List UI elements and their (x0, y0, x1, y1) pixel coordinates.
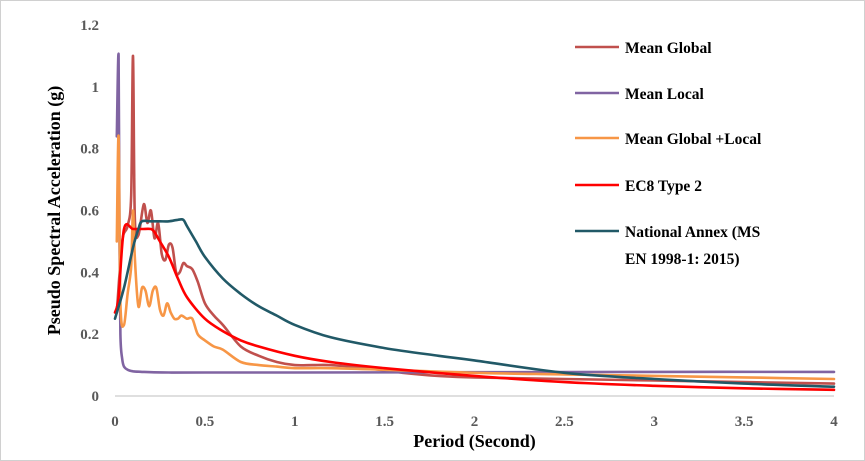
x-tick-label: 1 (291, 414, 299, 430)
legend-label: EC8 Type 2 (625, 178, 702, 195)
x-tick-label: 3.5 (735, 414, 754, 430)
legend-label: Mean Local (625, 86, 704, 103)
y-tick-label: 1 (92, 80, 100, 96)
y-tick-label: 1.2 (80, 18, 99, 34)
x-tick-label: 1.5 (375, 414, 394, 430)
series-line-ec8-type-2 (113, 222, 836, 392)
series-line-national-annex-ms-en-1998-1-2015 (113, 217, 836, 388)
series-line-mean-global (115, 54, 836, 385)
legend-label: Mean Global +Local (625, 131, 762, 148)
x-tick-label: 2 (471, 414, 479, 430)
y-tick-label: 0.4 (80, 265, 99, 281)
x-axis-ticks: 0 0.5 1 1.5 2 2.5 3 3.5 4 (111, 414, 838, 430)
x-axis-title: Period (Second) (413, 431, 535, 452)
y-axis-ticks: 0 0.2 0.4 0.6 0.8 1 1.2 (80, 18, 99, 405)
legend-entry: EC8 Type 2 (575, 178, 702, 195)
series-line-mean-global-local (115, 134, 836, 381)
y-tick-label: 0 (92, 389, 100, 405)
x-tick-label: 0 (111, 414, 119, 430)
y-tick-label: 0.2 (80, 327, 99, 343)
x-tick-label: 4 (830, 414, 838, 430)
legend-entry: National Annex (MS EN 1998-1: 2015) (575, 224, 760, 268)
legend-entry: Mean Global +Local (575, 131, 762, 148)
y-tick-label: 0.6 (80, 204, 99, 220)
series-line-mean-local (115, 52, 836, 374)
x-tick-label: 0.5 (196, 414, 215, 430)
legend-label: EN 1998-1: 2015) (625, 251, 740, 268)
legend: Mean Global Mean Local Mean Global +Local E… (575, 40, 762, 268)
legend-label: National Annex (MS (625, 224, 760, 241)
legend-label: Mean Global (625, 40, 712, 57)
legend-entry: Mean Global (575, 40, 712, 57)
series-layer (113, 52, 836, 392)
legend-entry: Mean Local (575, 86, 704, 103)
x-tick-label: 2.5 (555, 414, 574, 430)
y-tick-label: 0.8 (80, 142, 99, 158)
x-tick-label: 3 (651, 414, 659, 430)
y-axis-title: Pseudo Spectral Acceleration (g) (44, 86, 65, 335)
